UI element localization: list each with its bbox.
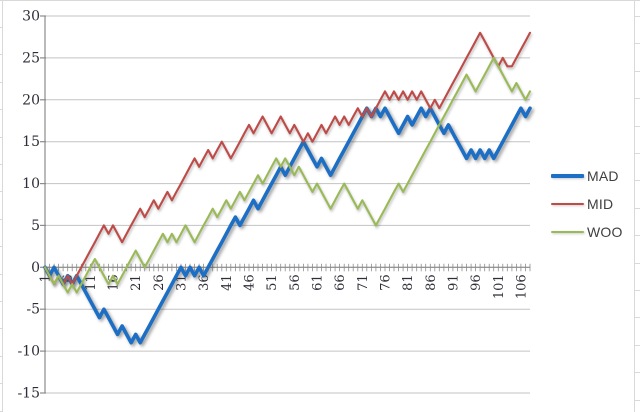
- x-axis-label: 56: [288, 274, 303, 291]
- y-axis-label: 10: [22, 176, 40, 192]
- y-axis-label: -10: [17, 344, 40, 360]
- series-line-mad[interactable]: [43, 106, 532, 345]
- series-line-mid[interactable]: [43, 31, 532, 286]
- sheet-row-line: [0, 82, 3, 83]
- x-axis-label: 101: [492, 274, 507, 299]
- y-axis-label: -5: [26, 302, 40, 318]
- legend-item-mid[interactable]: MID: [551, 195, 623, 213]
- x-axis-label: 36: [197, 274, 212, 291]
- legend-item-mad[interactable]: MAD: [551, 167, 623, 185]
- y-axis-label: 15: [22, 134, 40, 150]
- x-axis-label: 51: [265, 274, 280, 291]
- sheet-row-line: [0, 54, 3, 55]
- sheet-row-line: [634, 153, 640, 154]
- legend-label-mid: MID: [587, 196, 614, 212]
- sheet-row-line: [0, 164, 3, 165]
- sheet-row-line: [634, 263, 640, 264]
- sheet-row-line: [634, 290, 640, 291]
- legend-item-woo[interactable]: WOO: [551, 223, 623, 241]
- y-axis-label: 5: [31, 218, 40, 234]
- y-axis-label: 25: [22, 50, 40, 66]
- sheet-row-line: [0, 383, 3, 384]
- x-axis-label: 96: [469, 274, 484, 291]
- x-axis-label: 1: [39, 274, 54, 282]
- x-axis-label: 71: [356, 274, 371, 291]
- sheet-row-line: [0, 137, 3, 138]
- sheet-row-line: [0, 27, 3, 28]
- x-axis-label: 81: [401, 274, 416, 291]
- x-axis-label: 66: [333, 274, 348, 291]
- y-axis-label: 30: [22, 9, 40, 25]
- sheet-row-line: [0, 219, 3, 220]
- x-axis-label: 76: [379, 274, 394, 291]
- legend-swatch-mad: [551, 173, 584, 179]
- sheet-row-line: [0, 301, 3, 302]
- y-axis-label: 0: [31, 260, 40, 276]
- x-axis-label: 61: [311, 274, 326, 291]
- sheet-row-line: [0, 109, 3, 110]
- sheet-row-line: [634, 345, 640, 346]
- legend-swatch-mid: [551, 202, 584, 206]
- x-axis-label: 31: [175, 274, 190, 291]
- sheet-row-line: [634, 317, 640, 318]
- x-axis-label: 11: [84, 274, 99, 291]
- sheet-row-line: [634, 372, 640, 373]
- sheet-left-column-line: [2, 0, 3, 412]
- sheet-row-line: [0, 246, 3, 247]
- x-axis-label: 16: [107, 274, 122, 291]
- series-line-woo[interactable]: [43, 56, 532, 294]
- y-axis-label: -15: [17, 386, 40, 402]
- y-axis-label: 20: [22, 92, 40, 108]
- sheet-row-line: [0, 328, 3, 329]
- sheet-top-border: [0, 0, 640, 1]
- sheet-row-line: [0, 356, 3, 357]
- x-axis-label: 41: [220, 274, 235, 291]
- sheet-row-line: [634, 43, 640, 44]
- sheet-row-line: [0, 191, 3, 192]
- x-axis-label: 106: [514, 274, 529, 299]
- sheet-row-line: [634, 16, 640, 17]
- sheet-row-line: [634, 400, 640, 401]
- legend-label-mad: MAD: [587, 168, 619, 184]
- sheet-row-line: [634, 208, 640, 209]
- sheet-row-line: [634, 126, 640, 127]
- x-axis-label: 21: [129, 274, 144, 291]
- legend-swatch-woo: [551, 230, 584, 234]
- sheet-row-line: [634, 235, 640, 236]
- chart-legend: MAD MID WOO: [551, 167, 623, 251]
- sheet-row-line: [0, 274, 3, 275]
- sheet-row-line: [634, 71, 640, 72]
- legend-label-woo: WOO: [587, 224, 623, 240]
- sheet-right-column-line: [634, 0, 635, 412]
- sheet-row-line: [634, 98, 640, 99]
- x-axis-label: 26: [152, 274, 167, 291]
- x-axis-label: 46: [243, 274, 258, 291]
- x-axis-label: 91: [446, 274, 461, 291]
- x-axis-label: 86: [424, 274, 439, 291]
- sheet-row-line: [634, 180, 640, 181]
